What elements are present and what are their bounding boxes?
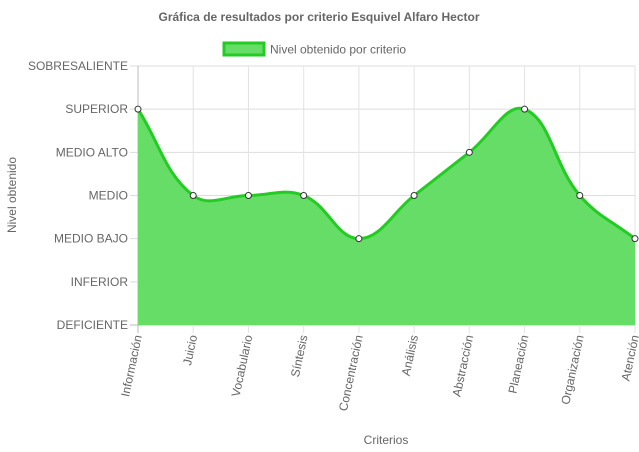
y-tick-label: MEDIO xyxy=(89,189,128,203)
y-tick-label: DEFICIENTE xyxy=(57,318,128,332)
x-axis-title: Criterios xyxy=(364,433,409,447)
data-points xyxy=(134,105,639,243)
legend-swatch xyxy=(222,41,266,57)
y-tick-label: MEDIO ALTO xyxy=(56,145,128,159)
x-tick-label: Planeación xyxy=(505,334,531,395)
data-point[interactable] xyxy=(576,192,584,199)
data-point[interactable] xyxy=(189,192,197,199)
x-tick-label: Juicio xyxy=(180,333,200,366)
data-point[interactable] xyxy=(521,105,529,113)
x-tick-label: Atención xyxy=(619,334,639,383)
x-tick-label: Abstracción xyxy=(450,334,477,398)
x-tick-label: Organización xyxy=(558,334,586,406)
x-tick-label: Información xyxy=(118,334,145,398)
y-tick-label: SOBRESALIENTE xyxy=(28,59,128,73)
y-tick-label: SUPERIOR xyxy=(65,102,128,116)
series-area xyxy=(136,106,636,325)
x-tick-label: Vocabulario xyxy=(229,333,256,398)
legend[interactable]: Nivel obtenido por criterio xyxy=(222,41,406,57)
x-tick-label: Concentración xyxy=(336,334,366,413)
data-point[interactable] xyxy=(244,192,252,199)
x-tick-label: Análisis xyxy=(399,334,421,377)
y-tick-label: INFERIOR xyxy=(71,275,129,289)
data-point[interactable] xyxy=(465,148,473,156)
y-tick-label: MEDIO BAJO xyxy=(54,232,128,246)
data-point[interactable] xyxy=(134,105,142,113)
data-point[interactable] xyxy=(631,235,639,243)
series-area-fill xyxy=(138,108,635,325)
x-tick-label: Síntesis xyxy=(288,334,311,379)
series-line xyxy=(136,106,636,241)
data-point[interactable] xyxy=(300,192,308,199)
data-point[interactable] xyxy=(410,192,418,199)
legend-label: Nivel obtenido por criterio xyxy=(270,43,406,57)
data-point[interactable] xyxy=(355,235,363,243)
y-axis-title: Nivel obtenido xyxy=(5,157,19,233)
x-axis-ticks: Información Juicio Vocabulario Síntesis Conc… xyxy=(118,333,639,412)
chart-title: Gráfica de resultados por criterio Esqui… xyxy=(159,10,480,24)
y-axis-ticks: DEFICIENTE INFERIOR MEDIO BAJO MEDIO MEDIO A… xyxy=(28,59,128,332)
